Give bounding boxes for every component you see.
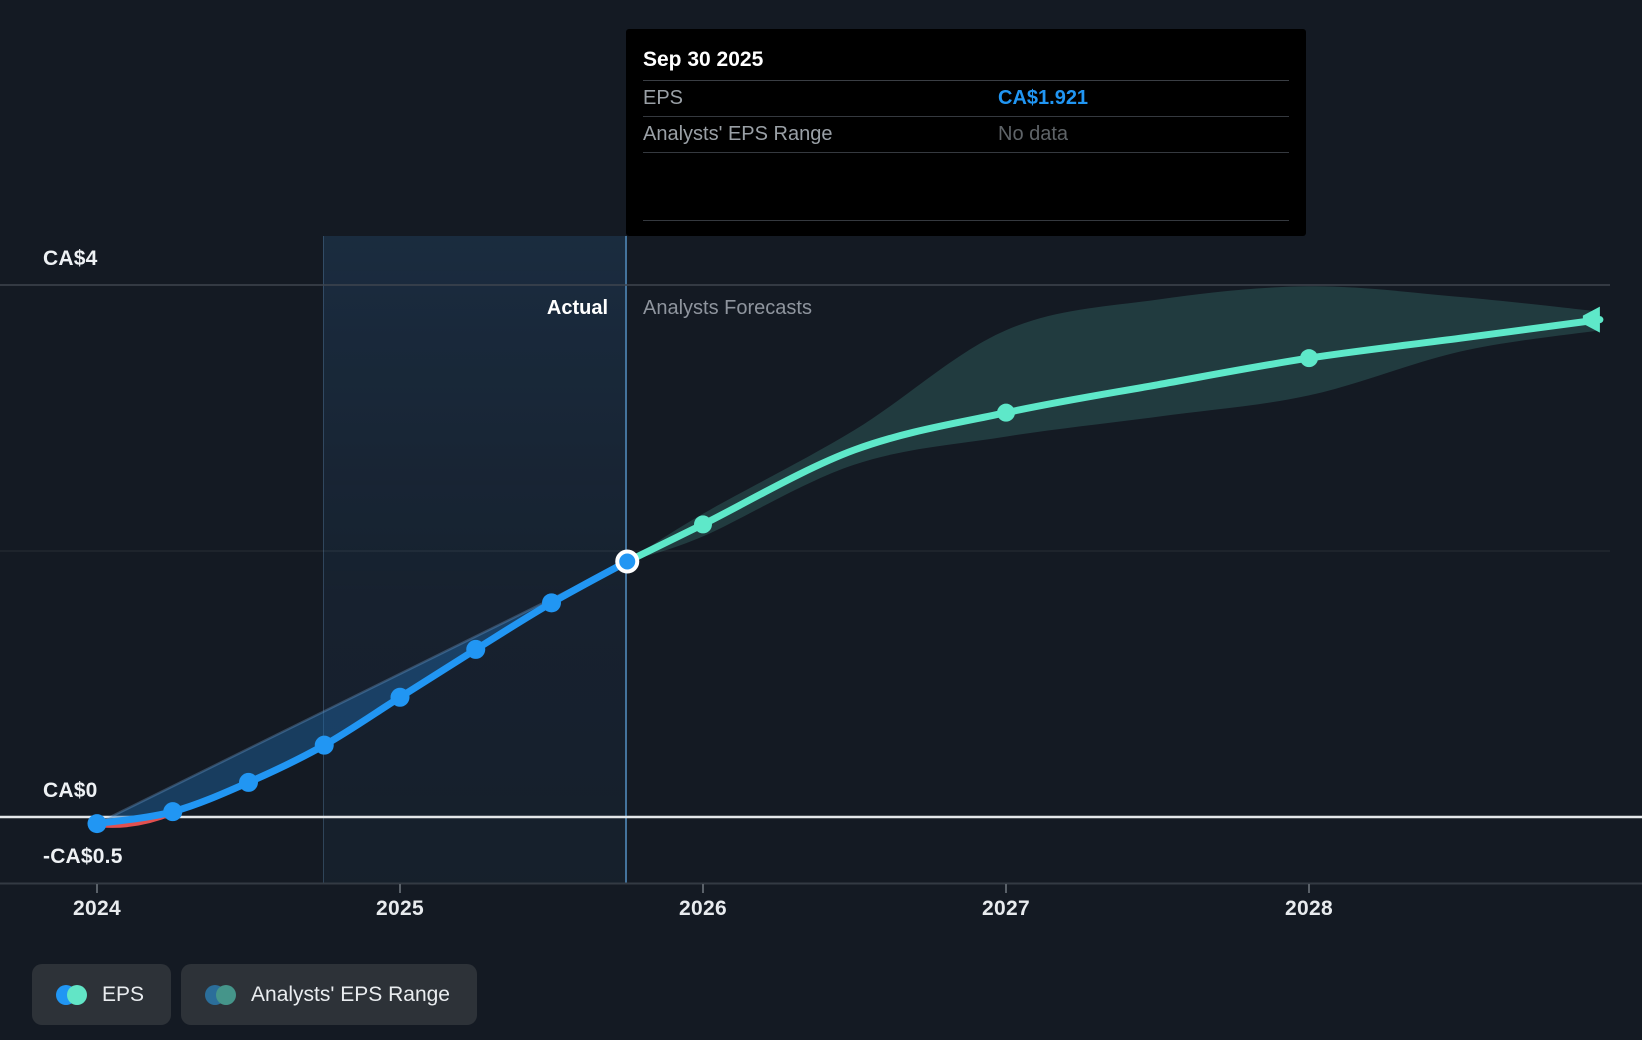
actual-data-point[interactable]: [542, 593, 561, 613]
legend: EPS Analysts' EPS Range: [32, 964, 477, 1025]
legend-chip-analysts-range[interactable]: Analysts' EPS Range: [181, 964, 477, 1025]
last-12-months-highlight-band: [323, 236, 627, 884]
past-trend-chord-line: [96, 560, 628, 825]
y-axis-label-ca4: CA$4: [43, 247, 98, 270]
tooltip-eps-value: CA$1.921: [998, 87, 1089, 109]
tooltip-row-eps: EPS CA$1.921: [643, 81, 1289, 117]
legend-eps-label: EPS: [102, 982, 145, 1006]
tooltip-footer-divider: [643, 153, 1289, 221]
actual-data-point[interactable]: [466, 639, 486, 659]
y-axis-label-ca0: CA$0: [43, 779, 98, 802]
forecast-data-point[interactable]: [997, 403, 1015, 422]
actual-data-point[interactable]: [239, 772, 258, 792]
past-eps-range-wedge: [97, 561, 628, 824]
x-tick-label-2024: 2024: [73, 897, 121, 920]
analysts-eps-range-band: [627, 286, 1600, 562]
actual-data-point[interactable]: [163, 802, 183, 822]
analysts-range-swatch-icon: [205, 984, 237, 1005]
x-tick-label-2027: 2027: [982, 897, 1030, 920]
x-tick-label-2025: 2025: [376, 897, 424, 920]
tooltip-range-value: No data: [998, 123, 1069, 145]
forecast-data-point[interactable]: [1300, 349, 1318, 368]
forecast-data-point[interactable]: [694, 515, 712, 534]
x-tick-label-2028: 2028: [1285, 897, 1333, 920]
actual-data-point[interactable]: [390, 687, 410, 707]
tooltip-eps-label: EPS: [643, 87, 684, 109]
tooltip-range-label: Analysts' EPS Range: [643, 123, 833, 145]
forecast-phase-label: Analysts Forecasts: [643, 297, 812, 319]
forecast-endpoint-cap: [1582, 306, 1600, 333]
legend-chip-eps[interactable]: EPS: [32, 964, 172, 1025]
eps-swatch-icon: [56, 984, 87, 1005]
tooltip: Sep 30 2025 EPS CA$1.921 Analysts' EPS R…: [626, 29, 1306, 236]
x-tick-label-2026: 2026: [679, 897, 727, 920]
actual-phase-label: Actual: [546, 297, 608, 319]
y-axis-label-neg-ca05: -CA$0.5: [43, 845, 123, 868]
actual-data-point[interactable]: [314, 735, 334, 755]
forecast-eps-line: [623, 316, 1604, 565]
actual-data-point[interactable]: [87, 814, 107, 834]
legend-analysts-range-label: Analysts' EPS Range: [251, 982, 450, 1006]
hovered-data-point[interactable]: [615, 549, 640, 574]
tooltip-date: Sep 30 2025: [643, 29, 1289, 81]
tooltip-row-range: Analysts' EPS Range No data: [643, 117, 1289, 153]
